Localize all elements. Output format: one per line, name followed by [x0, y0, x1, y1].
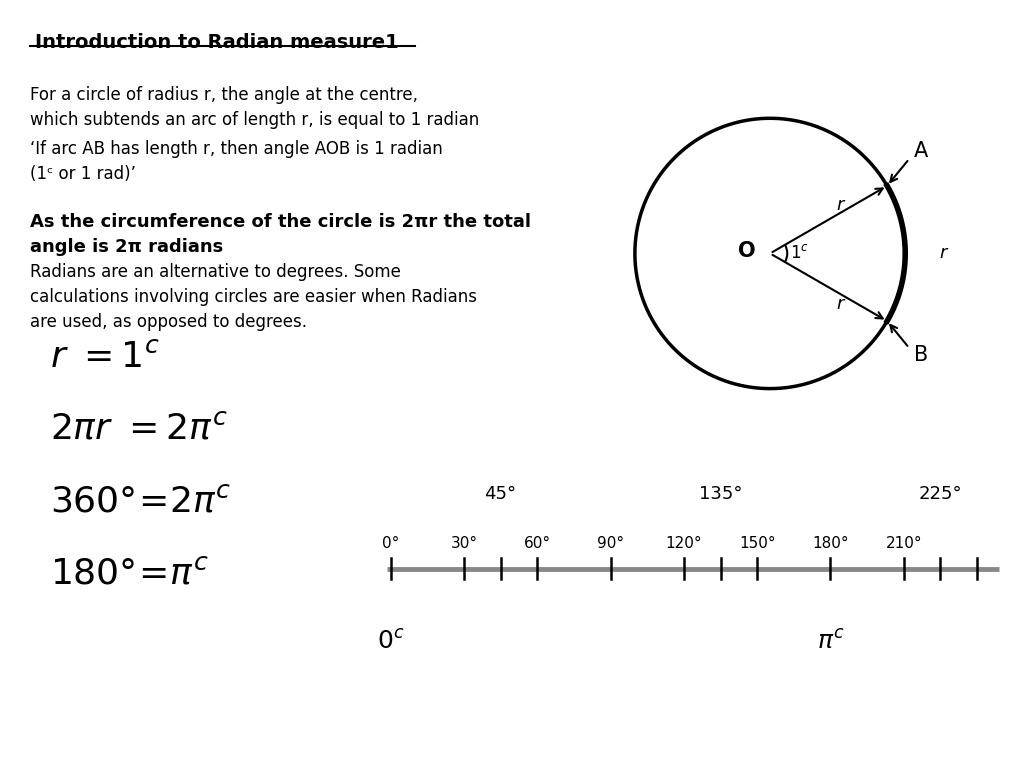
Text: 60°: 60°: [523, 536, 551, 551]
Text: ‘If arc AB has length r, then angle AOB is 1 radian
(1ᶜ or 1 rad)’: ‘If arc AB has length r, then angle AOB …: [30, 140, 442, 183]
Text: 0°: 0°: [382, 536, 399, 551]
Text: As the circumference of the circle is 2πr the total
angle is 2π radians: As the circumference of the circle is 2π…: [30, 213, 531, 256]
Text: r: r: [940, 244, 947, 263]
Text: Introduction to Radian measure1: Introduction to Radian measure1: [35, 33, 398, 52]
Text: 180°: 180°: [812, 536, 849, 551]
Text: 30°: 30°: [451, 536, 477, 551]
Text: $180°\!=\!\pi^c$: $180°\!=\!\pi^c$: [50, 556, 209, 590]
Text: r: r: [836, 196, 844, 214]
Text: O: O: [737, 241, 756, 261]
Text: 45°: 45°: [484, 485, 517, 503]
Text: $360°\!=\!2\pi^c$: $360°\!=\!2\pi^c$: [50, 484, 231, 518]
Text: $2\pi r\ = 2\pi^c$: $2\pi r\ = 2\pi^c$: [50, 412, 227, 446]
Text: $0^c$: $0^c$: [377, 630, 404, 654]
Text: B: B: [914, 346, 929, 366]
Text: $\pi^c$: $\pi^c$: [817, 630, 844, 654]
Text: $r\ =1^c$: $r\ =1^c$: [50, 340, 160, 374]
Text: 210°: 210°: [886, 536, 922, 551]
Text: Radians are an alternative to degrees. Some
calculations involving circles are e: Radians are an alternative to degrees. S…: [30, 263, 477, 331]
Text: 225°: 225°: [919, 485, 963, 503]
Text: 120°: 120°: [666, 536, 702, 551]
Text: For a circle of radius r, the angle at the centre,
which subtends an arc of leng: For a circle of radius r, the angle at t…: [30, 86, 479, 129]
Text: $1^c$: $1^c$: [790, 244, 809, 263]
Text: 135°: 135°: [698, 485, 742, 503]
Text: r: r: [836, 296, 844, 313]
Text: A: A: [914, 141, 929, 161]
Text: 150°: 150°: [739, 536, 775, 551]
Text: 90°: 90°: [597, 536, 624, 551]
